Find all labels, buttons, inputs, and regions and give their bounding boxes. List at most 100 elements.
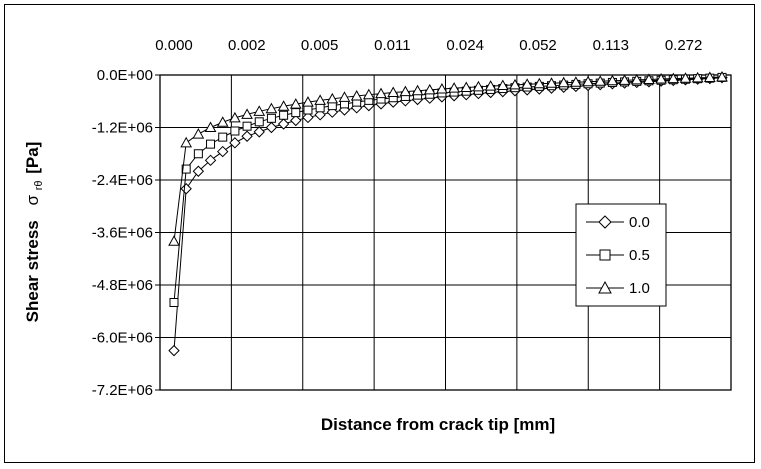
triangle-marker [582,75,594,87]
x-axis-title: Distance from crack tip [mm] [321,415,555,434]
triangle-marker [643,73,655,84]
square-marker [206,139,216,149]
triangle-marker [716,70,728,82]
triangle-marker [557,76,570,88]
y-axis-title: Shear stress σ rθ [Pa] [23,142,46,323]
triangle-marker [667,72,680,84]
y-axis-label: Shear stress [23,220,42,322]
x-axis-ticks: 0.000 0.002 0.005 0.011 0.024 0.052 0.113 0.272 [155,37,702,54]
y-tick-label: 0.0E+00 [97,67,153,84]
square-marker [230,126,240,136]
square-marker [279,110,289,120]
triangle-marker [533,77,546,89]
triangle-marker [655,72,667,84]
triangle-marker [598,280,612,294]
triangle-marker [350,89,363,101]
diamond-marker [192,165,205,177]
y-tick-label: -3.6E+06 [92,225,153,242]
square-marker [254,117,264,127]
legend-entry-triangle: 1.0 [586,280,650,297]
diamond-marker [241,130,253,142]
diamond-marker [277,118,290,130]
diamond-marker [598,215,612,229]
y-axis-subscript: rθ [33,181,45,191]
square-marker [315,103,325,113]
square-marker [218,132,228,142]
triangle-marker [679,72,692,83]
y-axis-title-group: Shear stress σ rθ [Pa] [23,142,46,323]
triangle-marker [253,105,266,116]
triangle-marker [362,88,375,100]
triangle-marker [399,85,412,97]
triangle-marker [180,136,193,148]
y-axis-ticks: 0.0E+00 -1.2E+06 -2.4E+06 -3.6E+06 -4.8E+06 -… [92,67,160,399]
legend-label: 1.0 [629,280,650,297]
series-line [173,76,723,303]
triangle-marker [472,80,485,92]
legend-entry-square: 0.5 [586,247,650,264]
square-marker [169,298,179,307]
series-line [173,77,723,351]
triangle-marker [703,71,716,82]
x-tick-label: 0.002 [228,37,266,54]
y-tick-label: -4.8E+06 [92,277,153,294]
triangle-marker [606,74,619,86]
triangle-marker [387,86,400,97]
diamond-marker [253,126,265,138]
triangle-marker [265,102,278,114]
triangle-marker [460,81,473,92]
diamond-marker [265,121,278,134]
triangle-marker [509,78,521,90]
legend-label: 0.5 [629,247,650,264]
triangle-marker [594,75,607,86]
triangle-marker [168,235,180,246]
triangle-marker [241,108,253,119]
x-tick-label: 0.113 [593,37,629,54]
triangle-marker [192,128,205,139]
triangle-marker [216,116,229,127]
y-tick-label: -7.2E+06 [92,382,153,399]
diamond-marker [168,344,180,357]
triangle-marker [375,87,387,99]
x-tick-label: 0.011 [374,37,410,54]
x-tick-label: 0.000 [155,37,193,54]
legend: 0.0 0.5 1.0 [575,203,667,307]
square-marker [242,121,252,131]
legend-entry-diamond: 0.0 [586,214,650,231]
y-axis-symbol: σ [23,195,42,206]
triangle-marker [448,82,460,93]
y-tick-label: -2.4E+06 [92,172,153,189]
square-marker [303,105,313,115]
triangle-marker [411,84,424,96]
triangle-marker [338,91,351,102]
triangle-marker [229,111,241,123]
x-tick-label: 0.005 [301,37,339,54]
y-tick-label: -6.0E+06 [92,330,153,347]
x-tick-label: 0.024 [446,37,484,54]
x-tick-label: 0.272 [665,37,703,54]
diamond-marker [290,114,302,127]
series-line [173,76,723,242]
triangle-marker [570,76,582,87]
y-axis-unit: [Pa] [23,142,42,174]
triangle-marker [618,74,631,85]
diamond-marker [229,137,241,149]
triangle-marker [630,73,643,85]
square-marker [181,164,191,174]
triangle-marker [314,94,326,105]
square-marker [291,108,301,118]
triangle-marker [436,82,448,94]
square-marker [266,113,276,123]
triangle-marker [302,96,314,107]
triangle-marker [277,100,290,111]
triangle-marker [289,98,302,109]
triangle-marker [484,80,497,91]
triangle-marker [496,79,509,90]
diamond-marker [180,183,192,195]
triangle-marker [423,83,436,95]
triangle-marker [691,71,704,83]
diamond-marker [217,145,229,158]
square-marker [599,249,611,261]
triangle-marker [326,92,339,104]
